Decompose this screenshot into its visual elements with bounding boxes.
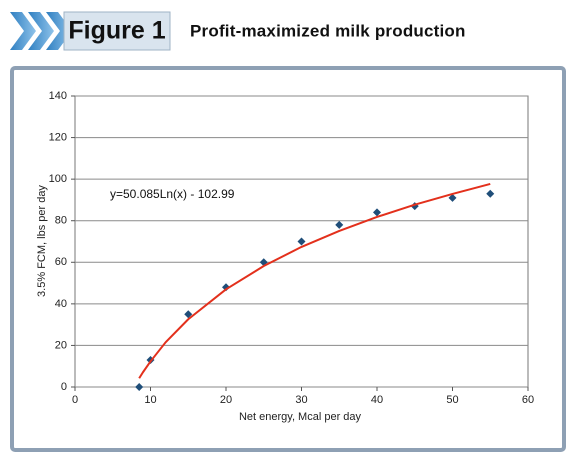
y-tick-label: 100 (49, 173, 67, 185)
x-tick-label: 30 (295, 394, 307, 406)
figure-label: Figure 1 (68, 17, 165, 45)
chevron (10, 12, 36, 50)
y-tick-label: 80 (55, 215, 67, 227)
data-point (373, 208, 381, 217)
chevron (28, 12, 54, 50)
trend-line (138, 182, 491, 379)
y-tick-label: 40 (55, 298, 67, 310)
x-tick-label: 10 (144, 394, 156, 406)
x-tick-label: 0 (72, 394, 78, 406)
x-tick-label: 20 (220, 394, 232, 406)
y-tick-label: 120 (49, 131, 67, 143)
badge (63, 11, 171, 51)
x-tick-label: 50 (446, 394, 458, 406)
data-point (335, 220, 344, 229)
y-tick-label: 0 (61, 381, 67, 393)
y-axis-label: 3.5% FCM, lbs per day (36, 185, 48, 297)
x-tick-label: 40 (371, 394, 383, 406)
x-tick-label: 60 (522, 394, 534, 406)
chart-title: Profit-maximized milk production (190, 21, 466, 40)
data-point (297, 237, 306, 246)
data-point (184, 310, 193, 319)
x-axis-label: Net energy, Mcal per day (239, 411, 362, 423)
data-point (486, 189, 495, 198)
y-tick-label: 20 (55, 339, 67, 351)
y-tick-label: 140 (49, 90, 67, 102)
data-point (135, 383, 144, 391)
data-point (448, 193, 457, 202)
equation: y=50.085Ln(x) - 102.99 (110, 187, 235, 201)
y-tick-label: 60 (55, 256, 67, 268)
